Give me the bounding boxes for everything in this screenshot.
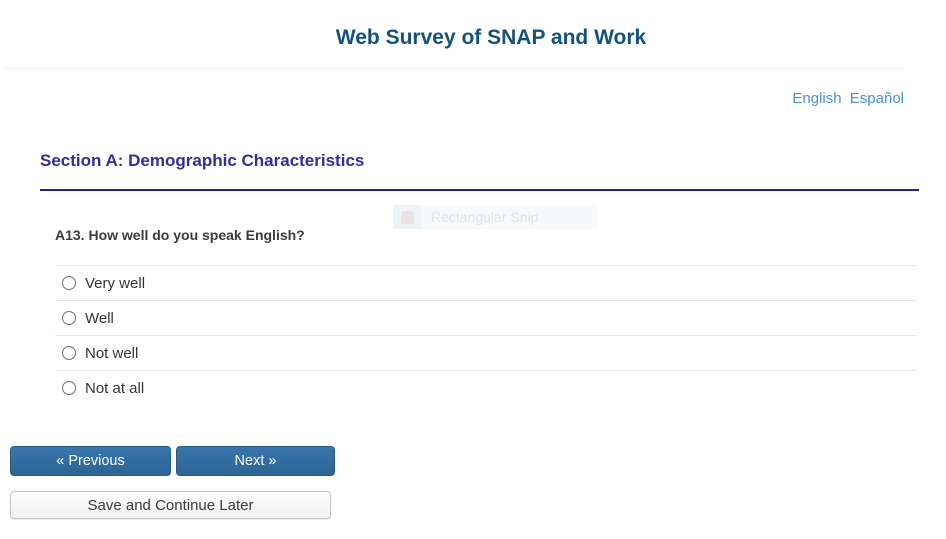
- question-label: A13. How well do you speak English?: [55, 227, 305, 243]
- option-label-not-at-all: Not at all: [85, 379, 145, 397]
- option-row-well[interactable]: Well: [55, 300, 917, 335]
- radio-well[interactable]: [62, 311, 76, 325]
- snip-tooltip: Rectangular Snip: [393, 205, 597, 229]
- snip-tooltip-label: Rectangular Snip: [431, 209, 539, 225]
- option-row-very-well[interactable]: Very well: [55, 265, 917, 300]
- option-label-well: Well: [85, 309, 114, 327]
- language-link-english[interactable]: English: [792, 90, 842, 107]
- next-button[interactable]: Next »: [176, 446, 335, 476]
- previous-button[interactable]: « Previous: [10, 446, 171, 476]
- option-row-not-well[interactable]: Not well: [55, 335, 917, 370]
- section-heading: Section A: Demographic Characteristics: [40, 151, 365, 170]
- option-label-very-well: Very well: [85, 274, 146, 292]
- save-continue-button[interactable]: Save and Continue Later: [10, 491, 331, 519]
- header-divider: [5, 68, 904, 69]
- rectangular-snip-icon: [400, 210, 414, 224]
- radio-not-at-all[interactable]: [62, 381, 76, 395]
- page-title: Web Survey of SNAP and Work: [335, 26, 647, 49]
- options-list: Very well Well Not well Not at all: [55, 265, 917, 405]
- option-label-not-well: Not well: [85, 344, 139, 362]
- radio-very-well[interactable]: [62, 276, 76, 290]
- radio-not-well[interactable]: [62, 346, 76, 360]
- language-switcher: English Español: [0, 90, 904, 107]
- option-row-not-at-all[interactable]: Not at all: [55, 370, 917, 405]
- snip-icon-box: [393, 205, 421, 229]
- section-rule: [40, 189, 919, 191]
- language-link-espanol[interactable]: Español: [849, 90, 904, 107]
